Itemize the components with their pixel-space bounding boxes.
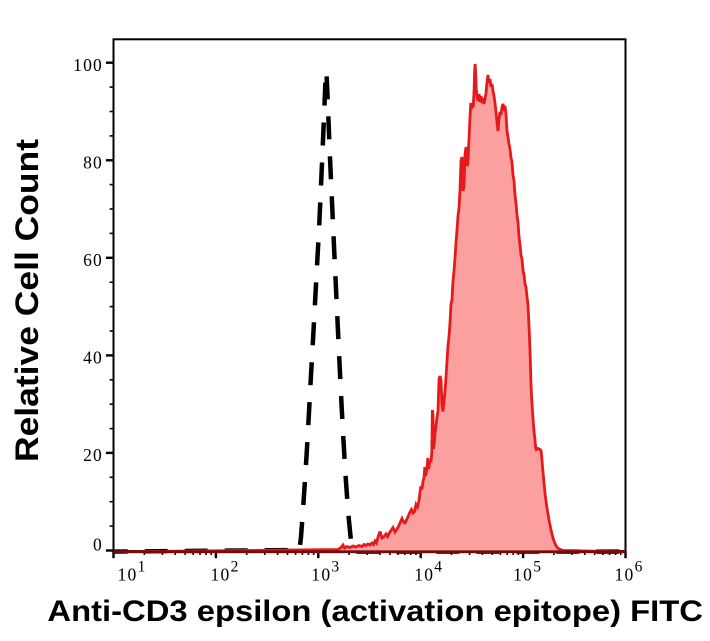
svg-text:20: 20 <box>83 445 103 465</box>
svg-text:80: 80 <box>83 153 103 173</box>
svg-text:Anti-CD3 epsilon (activation e: Anti-CD3 epsilon (activation epitope) FI… <box>47 595 703 628</box>
svg-text:60: 60 <box>83 250 103 270</box>
svg-text:40: 40 <box>83 348 103 368</box>
svg-text:Relative Cell Count: Relative Cell Count <box>9 139 45 462</box>
svg-text:100: 100 <box>73 55 103 75</box>
svg-text:0: 0 <box>93 534 103 554</box>
